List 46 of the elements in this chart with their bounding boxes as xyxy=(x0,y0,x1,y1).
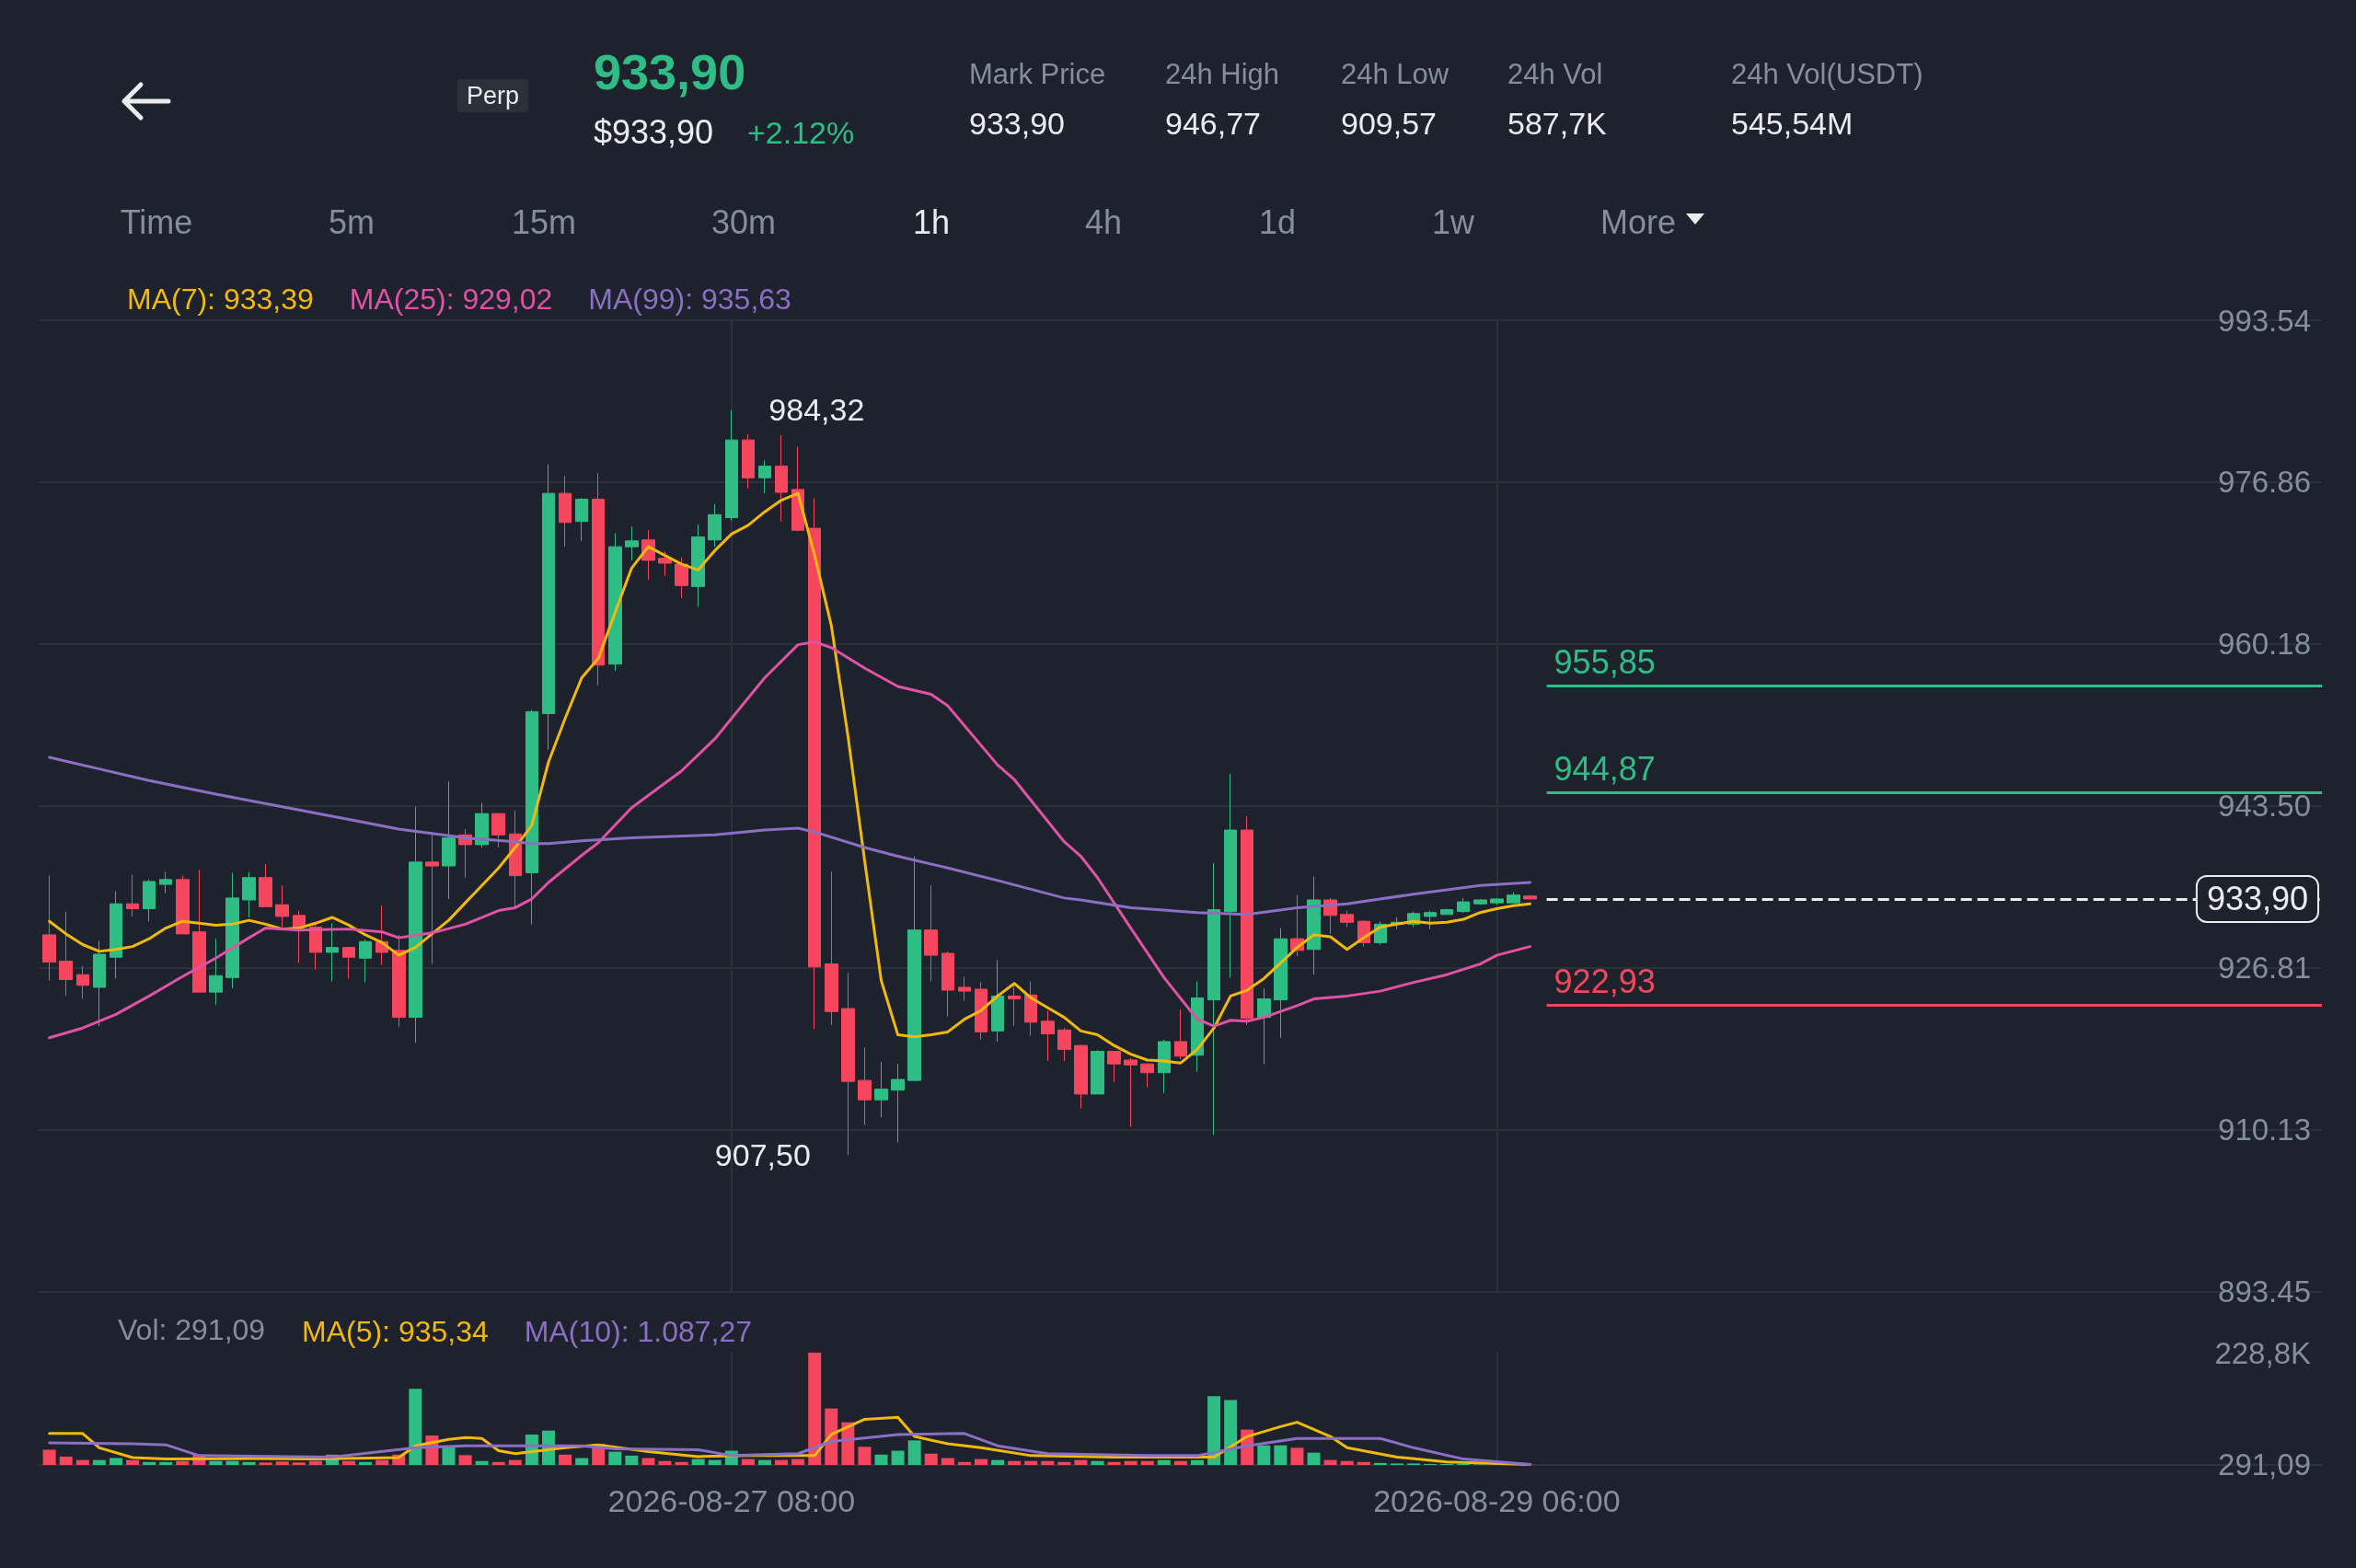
text: $933,90 xyxy=(594,112,714,153)
text: 5m xyxy=(328,202,375,243)
text: 24h Low xyxy=(1341,57,1449,92)
text: 24h High xyxy=(1165,57,1280,92)
text: 1h xyxy=(912,202,951,243)
annotation: 984,32 xyxy=(768,392,865,428)
ref-line-label: 922,93 xyxy=(1553,963,1656,1001)
ref-line-label: 955,85 xyxy=(1553,642,1656,681)
y-tick-label: 976.86 xyxy=(2218,465,2311,500)
text: 909,57 xyxy=(1341,105,1437,143)
text: 933,90 xyxy=(594,43,746,101)
text: Mark Price xyxy=(969,57,1106,92)
text: 1w xyxy=(1431,202,1475,243)
y-tick-label: 926.81 xyxy=(2218,951,2311,986)
y-tick-label: 943.50 xyxy=(2218,789,2311,824)
text: MA(7): 933,39 xyxy=(127,282,314,316)
y-tick-label: 228,8K xyxy=(2214,1335,2311,1370)
text: 545,54M xyxy=(1731,105,1854,143)
y-tick-label: 910.13 xyxy=(2218,1113,2311,1147)
text: 933,90 xyxy=(969,105,1065,143)
text: MA(99): 935,63 xyxy=(588,282,791,316)
text: 30m xyxy=(710,202,777,243)
y-tick-label: 993.54 xyxy=(2218,303,2311,338)
text: 587,7K xyxy=(1507,105,1607,143)
text: Time xyxy=(120,202,193,243)
y-tick-label: 291,09 xyxy=(2218,1447,2311,1482)
text: Perp xyxy=(457,79,529,113)
y-tick-label: 960.18 xyxy=(2218,627,2311,662)
text: 946,77 xyxy=(1165,105,1261,143)
x-tick-label: 2026-08-27 08:00 xyxy=(607,1483,856,1518)
text: MA(10): 1.087,27 xyxy=(524,1315,753,1348)
text: MA(25): 929,02 xyxy=(349,282,553,316)
ref-line-label: 933,90 xyxy=(2206,880,2308,918)
text: MA(5): 935,34 xyxy=(302,1315,489,1348)
text: Vol: 291,09 xyxy=(118,1312,266,1348)
annotation: 907,50 xyxy=(714,1137,811,1173)
text: More xyxy=(1600,202,1677,243)
text: 1d xyxy=(1258,202,1297,243)
ref-line-label: 944,87 xyxy=(1553,749,1656,788)
text: 24h Vol(USDT) xyxy=(1731,57,1923,92)
y-tick-label: 893.45 xyxy=(2218,1274,2311,1309)
text: +2.12% xyxy=(747,114,855,152)
text: 4h xyxy=(1084,202,1123,243)
x-tick-label: 2026-08-29 06:00 xyxy=(1373,1483,1621,1518)
text: 24h Vol xyxy=(1507,57,1603,92)
text: 15m xyxy=(511,202,577,243)
